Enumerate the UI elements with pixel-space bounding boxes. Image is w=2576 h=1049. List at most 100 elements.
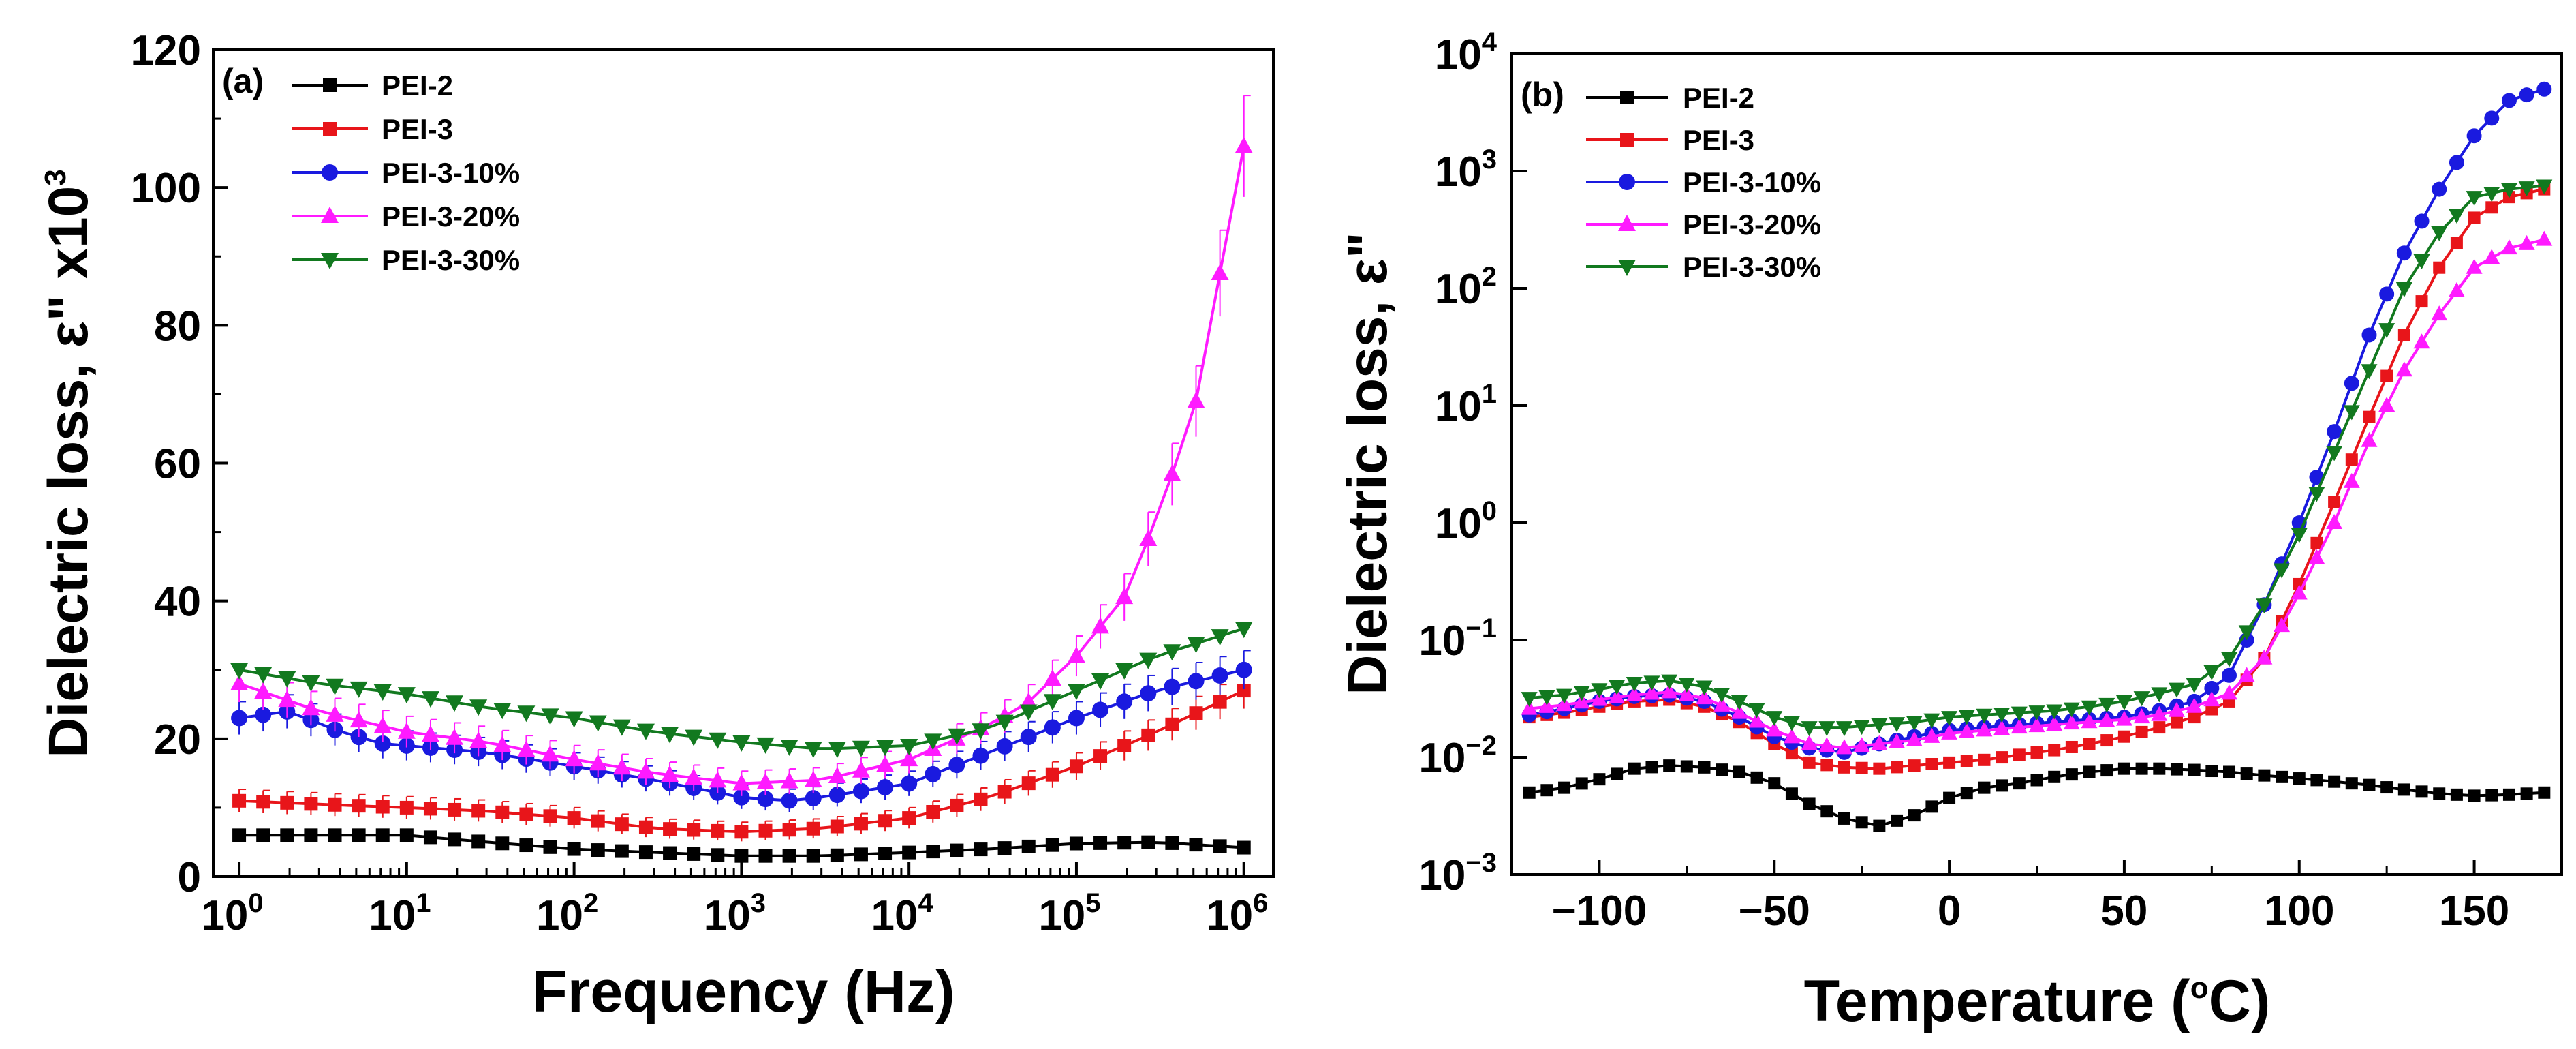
series-layer-a	[230, 95, 1253, 863]
data-point-b	[1750, 771, 1763, 784]
data-point-b	[2013, 777, 2026, 790]
y-tick-label-b: 100	[1435, 496, 1497, 547]
data-point-b	[2448, 282, 2465, 297]
data-point-b	[2011, 706, 2028, 722]
data-point-b	[2466, 128, 2482, 144]
data-point-a	[876, 755, 895, 772]
data-point-a	[1020, 729, 1037, 746]
x-tick-label-b: 0	[1938, 887, 1961, 934]
data-point-a	[302, 675, 320, 692]
data-point-b	[1803, 756, 1816, 769]
data-point-b	[2046, 716, 2063, 731]
y-tick-label-b: 101	[1435, 379, 1497, 430]
data-point-b	[2083, 765, 2096, 778]
series-a-pei-3	[232, 671, 1251, 842]
data-point-b	[1591, 683, 1608, 699]
data-point-a	[615, 844, 629, 858]
data-point-a	[493, 735, 512, 752]
data-point-b	[1837, 761, 1850, 774]
data-point-a	[661, 765, 679, 782]
data-point-b	[1748, 712, 1765, 728]
data-point-a	[517, 740, 536, 757]
data-point-b	[2327, 424, 2342, 440]
data-point-a	[854, 817, 868, 831]
data-point-a	[591, 814, 605, 828]
legend-label-a: PEI-3-20%	[382, 200, 520, 232]
data-point-b	[2028, 717, 2045, 733]
data-point-b	[1925, 758, 1938, 771]
data-point-a	[493, 703, 512, 720]
series-a-pei-3-30-	[230, 622, 1253, 759]
legend-label-a: PEI-3-10%	[382, 157, 520, 189]
data-point-a	[1044, 719, 1061, 736]
data-point-a	[974, 842, 988, 857]
data-point-b	[1645, 761, 1658, 774]
data-point-a	[350, 681, 368, 698]
data-point-a	[901, 775, 918, 792]
data-point-b	[1783, 716, 1800, 731]
data-point-b	[1678, 678, 1695, 693]
data-point-a	[375, 800, 390, 814]
data-point-b	[1768, 777, 1781, 790]
axes-layer-b: 10−3 10−2 10−1 100 101 102 103 104 −100 −50 0 50 100…	[1418, 27, 2509, 934]
data-point-a	[663, 846, 677, 860]
data-point-b	[1978, 753, 1991, 766]
data-point-a	[1019, 704, 1038, 721]
data-point-b	[1803, 797, 1816, 810]
legend-label-b: PEI-3-30%	[1683, 251, 1821, 283]
data-point-a	[565, 711, 583, 728]
y-tick-label-a: 20	[154, 716, 201, 763]
data-point-a	[709, 771, 727, 788]
data-point-a	[589, 715, 607, 732]
data-point-a	[925, 765, 942, 782]
data-point-b	[1626, 686, 1643, 701]
data-point-a	[1188, 673, 1205, 690]
data-point-a	[1237, 684, 1251, 698]
data-point-a	[1115, 663, 1134, 680]
data-point-a	[1189, 706, 1203, 720]
data-point-a	[902, 845, 916, 860]
data-point-b	[2450, 237, 2463, 249]
data-point-b	[1678, 686, 1695, 701]
data-point-b	[2135, 762, 2148, 775]
data-point-a	[711, 823, 725, 838]
data-point-b	[2519, 87, 2534, 103]
data-point-b	[2276, 770, 2288, 783]
data-point-b	[1891, 761, 1904, 774]
series-line-b	[1529, 87, 2545, 754]
data-point-b	[2028, 705, 2045, 721]
data-point-b	[1976, 721, 1993, 737]
data-point-a	[1093, 749, 1108, 763]
data-point-a	[589, 754, 607, 771]
data-point-a	[685, 768, 703, 785]
data-point-b	[2485, 789, 2498, 802]
data-point-a	[1116, 693, 1133, 710]
data-point-b	[1943, 756, 1956, 769]
data-point-b	[2518, 181, 2535, 197]
data-point-b	[1731, 695, 1748, 710]
data-point-b	[2397, 783, 2410, 796]
data-point-a	[231, 710, 248, 727]
data-point-b	[1873, 762, 1886, 775]
data-point-a	[423, 830, 437, 845]
data-point-a	[302, 699, 320, 716]
data-point-b	[2468, 789, 2481, 802]
data-point-b	[2328, 496, 2341, 508]
y-axis-title-a: Dielectric loss, ε" x103	[37, 169, 99, 758]
data-point-a	[495, 805, 510, 819]
data-point-b	[2363, 778, 2376, 791]
x-tick-label-a: 106	[1206, 888, 1268, 939]
data-point-b	[2483, 187, 2500, 202]
x-axis-title-a: Frequency (Hz)	[531, 959, 955, 1024]
data-point-a	[352, 828, 366, 842]
data-point-b	[1716, 763, 1728, 776]
data-point-a	[1043, 694, 1061, 711]
data-point-b	[2115, 710, 2132, 726]
data-point-a	[1165, 717, 1179, 731]
data-point-b	[2431, 305, 2448, 321]
data-point-a	[421, 725, 439, 742]
data-point-a	[972, 747, 989, 764]
data-point-b	[2433, 787, 2446, 800]
panel-label-a: (a)	[222, 62, 264, 100]
